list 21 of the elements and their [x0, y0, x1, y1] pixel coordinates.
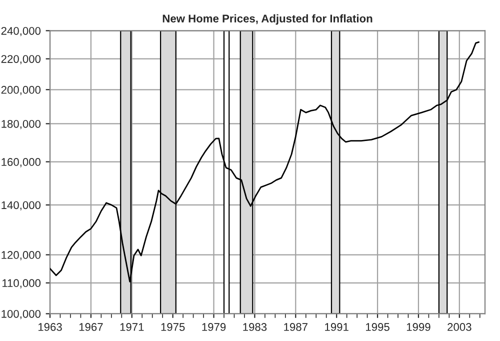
- x-tick-label: 1999: [406, 323, 430, 331]
- y-tick-label: 120,000: [2, 251, 41, 260]
- y-tick-label: 100,000: [2, 310, 41, 320]
- x-tick-label: 1971: [120, 323, 144, 331]
- y-tick-label: 220,000: [1, 55, 41, 64]
- x-tick-label: 1963: [38, 323, 62, 331]
- y-tick-label: 160,000: [2, 158, 41, 168]
- y-tick-label: 140,000: [2, 201, 41, 210]
- x-tick-label: 2003: [448, 323, 472, 331]
- x-tick-label: 1983: [243, 323, 267, 331]
- x-tick-label: 1967: [79, 323, 103, 331]
- y-tick-label: 180,000: [2, 120, 41, 130]
- y-tick-label: 200,000: [1, 86, 41, 96]
- x-tick-label: 1987: [284, 323, 308, 331]
- x-tick-label: 1991: [325, 323, 348, 331]
- y-tick-label: 110,000: [2, 279, 41, 288]
- x-tick-label: 1979: [202, 323, 226, 331]
- chart-title: New Home Prices, Adjusted for Inflation: [162, 14, 372, 25]
- y-tick-label: 240,000: [1, 26, 41, 36]
- x-tick-label: 1995: [366, 323, 390, 331]
- x-tick-label: 1975: [161, 323, 185, 331]
